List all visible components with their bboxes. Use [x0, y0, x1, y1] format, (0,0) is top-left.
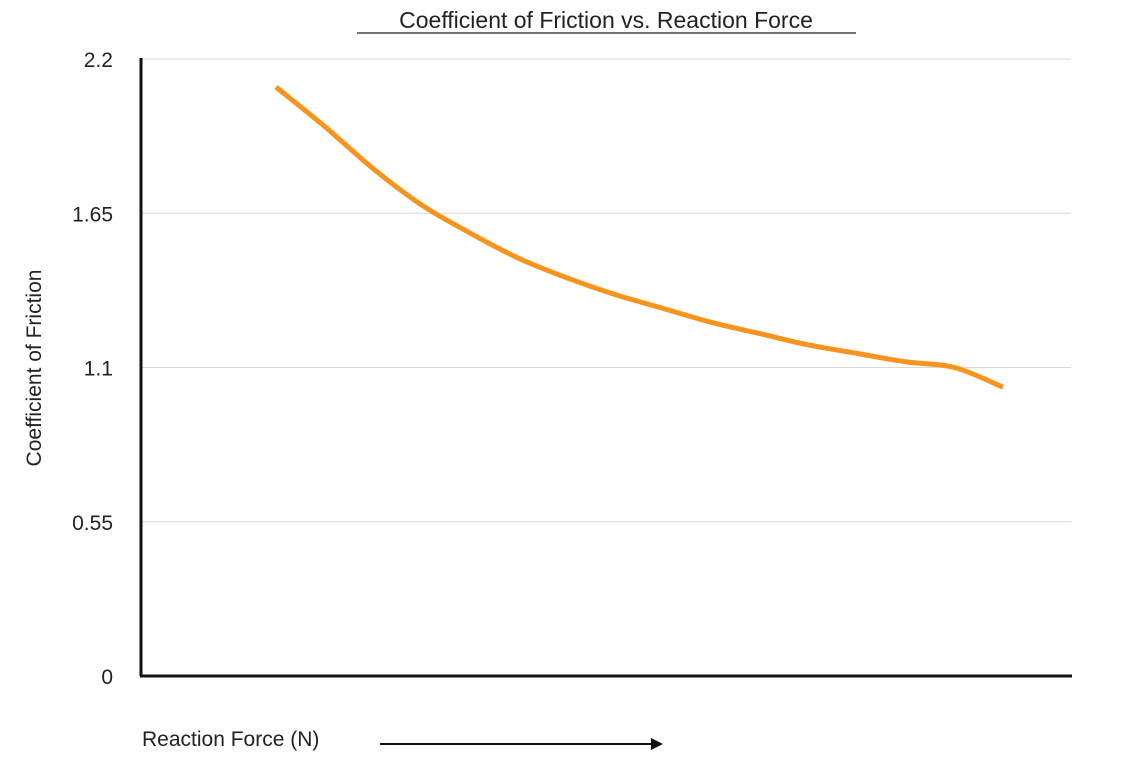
y-tick-label-0: 0 — [101, 666, 113, 689]
series-layer — [274, 85, 1004, 390]
y-tick-label-1: 0.55 — [72, 512, 113, 535]
y-tick-label-3: 1.65 — [72, 203, 113, 226]
y-tick-labels: 0 0.55 1.1 1.65 2.2 — [72, 49, 113, 689]
chart-title: Coefficient of Friction vs. Reaction For… — [399, 7, 813, 33]
y-axis-title: Coefficient of Friction — [23, 270, 46, 467]
axes — [139, 58, 1072, 678]
grid-lines — [141, 58, 1071, 523]
y-tick-label-2: 1.1 — [84, 358, 113, 381]
x-axis-arrow-head — [651, 738, 663, 750]
y-tick-label-4: 2.2 — [84, 49, 113, 72]
x-axis-arrow — [380, 738, 663, 750]
x-axis-title: Reaction Force (N) — [142, 728, 319, 751]
series-line-0 — [274, 85, 1004, 390]
